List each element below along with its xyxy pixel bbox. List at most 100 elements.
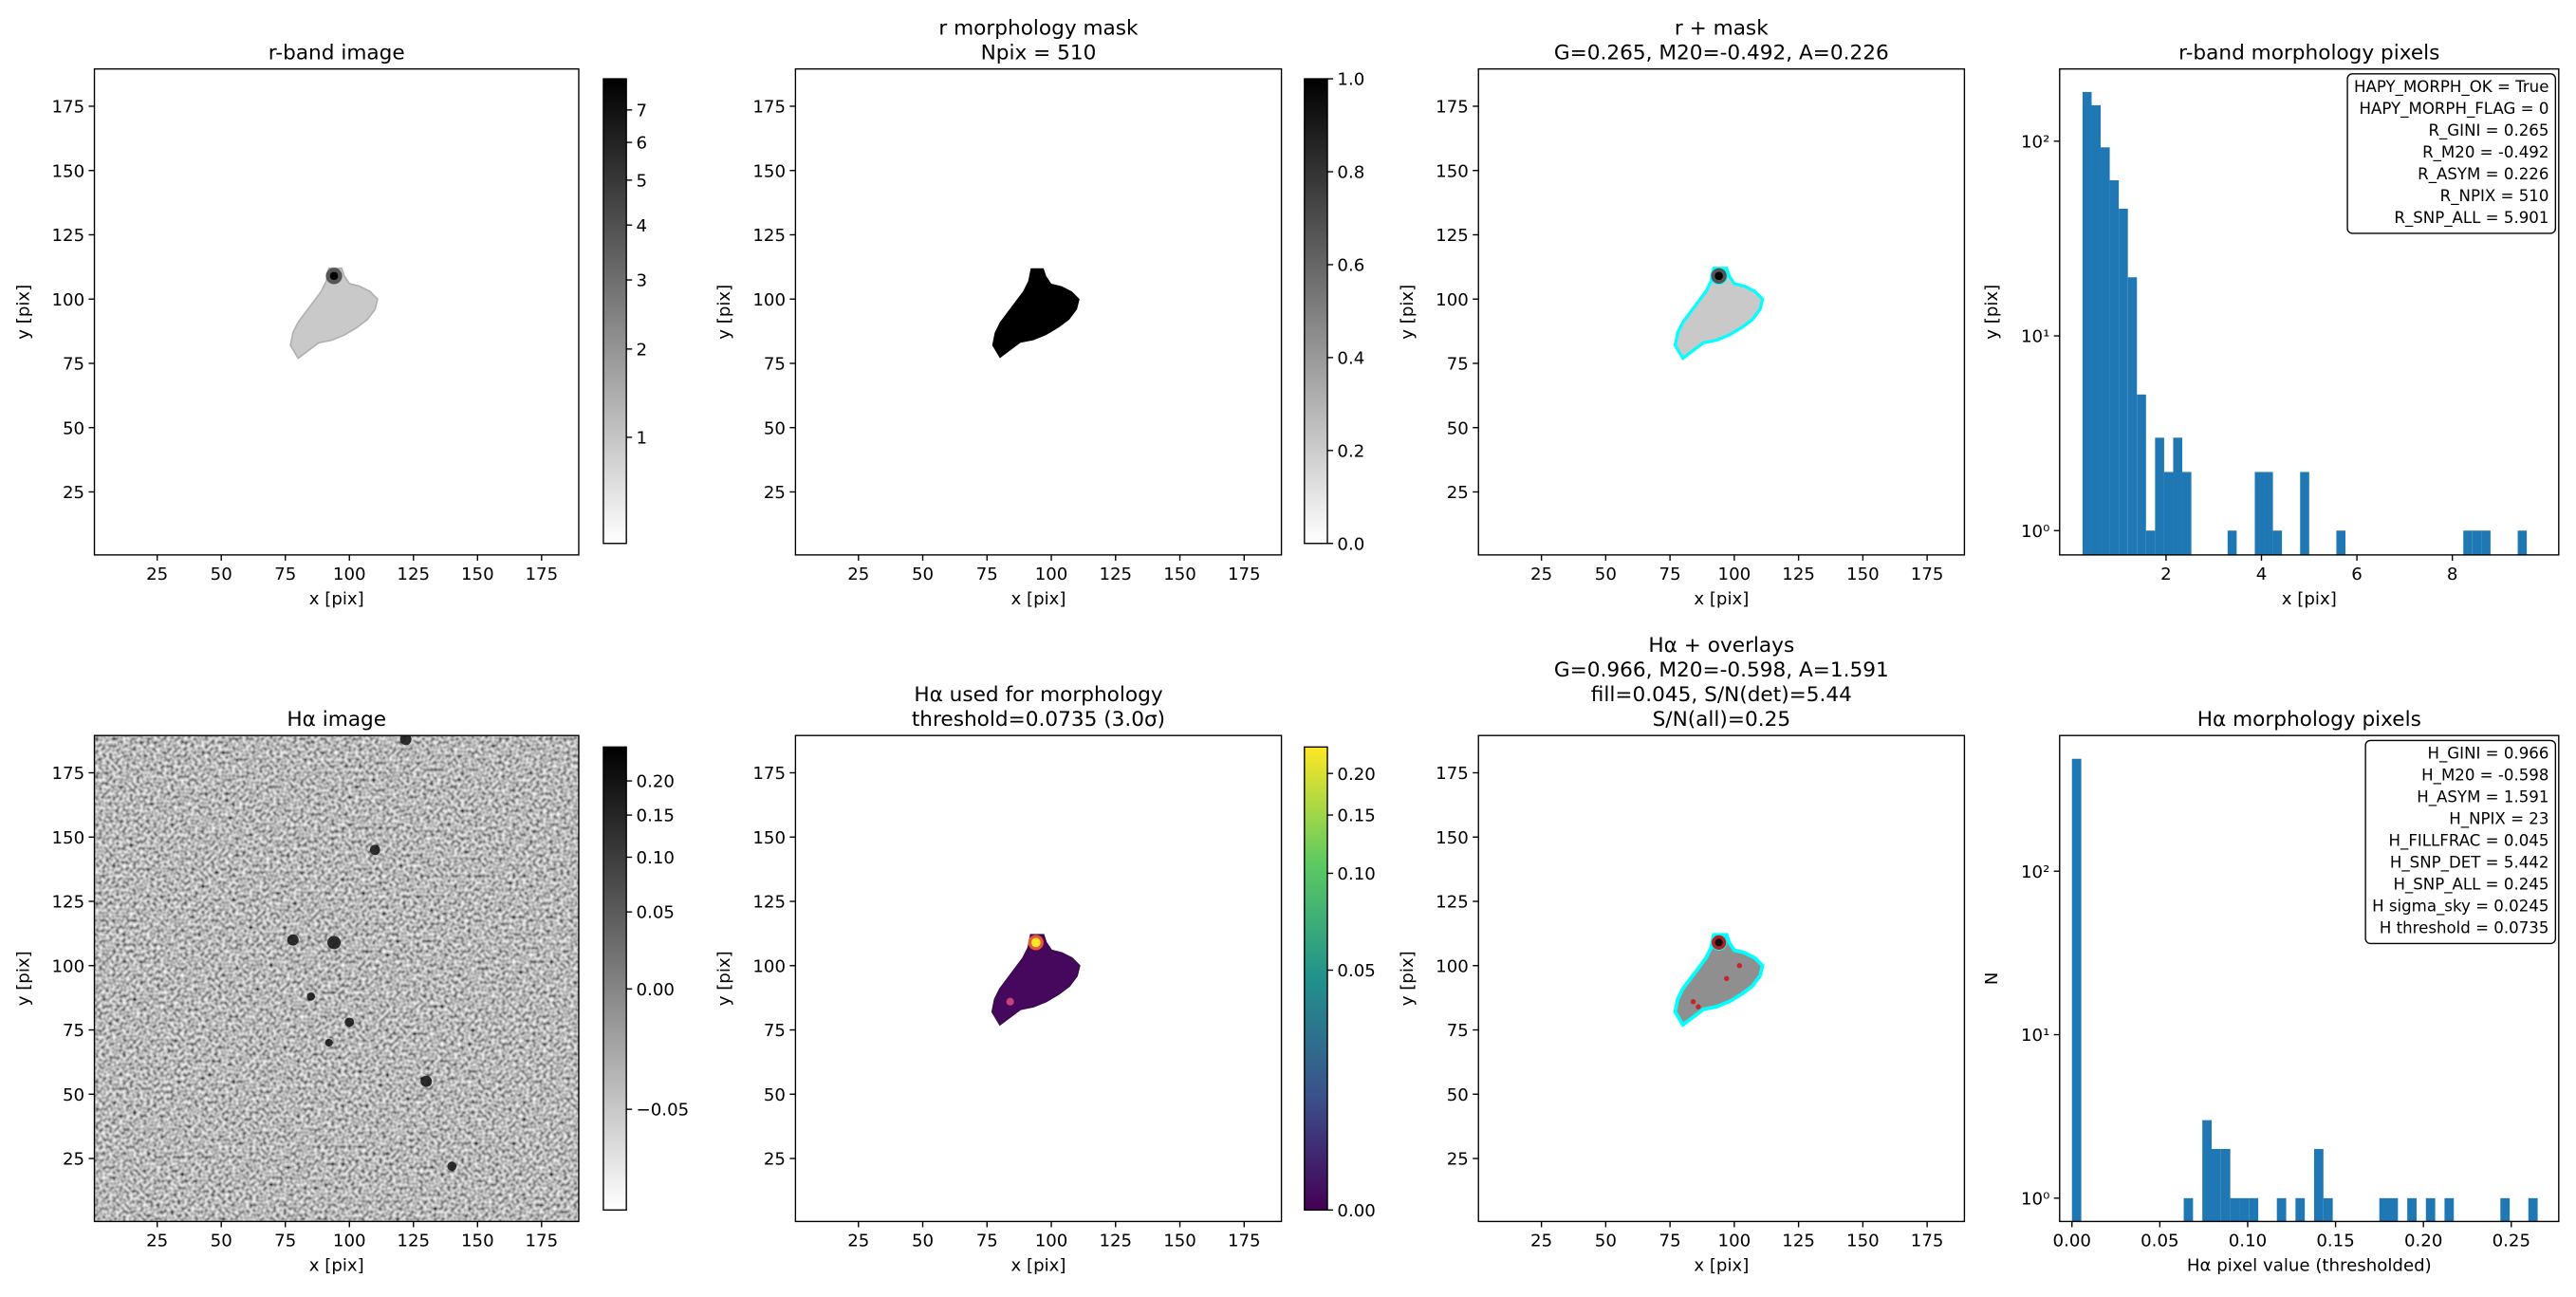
- image-area: [94, 735, 579, 1222]
- core: [1714, 938, 1723, 947]
- image-area: [1673, 933, 1765, 1027]
- colorbar-tick-label: 0.0: [1337, 534, 1364, 554]
- panel-title: S/N(all)=0.25: [1653, 708, 1791, 732]
- annotation-line: H threshold = 0.0735: [2380, 919, 2549, 937]
- y-axis-label: y [pix]: [1982, 285, 2002, 340]
- bar: [2254, 472, 2265, 555]
- y-tick-label: 50: [63, 418, 84, 438]
- hot-pixel: [1696, 1004, 1701, 1010]
- annotation-line: HAPY_MORPH_OK = True: [2354, 78, 2548, 97]
- x-tick-label: 175: [1911, 1231, 1944, 1251]
- axes-frame: [1477, 67, 1966, 556]
- bar: [2323, 1197, 2333, 1222]
- x-tick-label: 175: [1228, 565, 1261, 584]
- x-tick-label: 175: [525, 565, 558, 584]
- colorbar-tick-label: 0.00: [637, 980, 675, 1000]
- x-tick-label: 100: [333, 1231, 366, 1251]
- x-tick-label: 75: [976, 1231, 998, 1251]
- y-tick-label: 75: [1447, 355, 1469, 375]
- colorbar-tick-label: 1: [637, 428, 648, 448]
- y-tick-label: 75: [63, 355, 84, 375]
- panel-title: G=0.966, M20=-0.598, A=1.591: [1554, 658, 1889, 682]
- y-tick-label: 150: [51, 161, 84, 181]
- x-tick-label: 175: [1911, 565, 1944, 584]
- annotation-box: [2346, 73, 2557, 234]
- annotation-line: R_GINI = 0.265: [2428, 121, 2548, 140]
- y-tick-label: 75: [63, 1021, 84, 1041]
- y-tick-label: 175: [51, 764, 84, 784]
- y-tick-label: 25: [63, 483, 84, 503]
- annotation-line: R_M20 = -0.492: [2422, 143, 2548, 162]
- y-tick-label: 125: [1436, 893, 1469, 913]
- x-tick-label: 75: [976, 565, 998, 584]
- dark-source: [324, 1038, 333, 1047]
- colorbar: [1304, 78, 1328, 545]
- y-tick-label: 150: [51, 828, 84, 848]
- x-tick-label: 0.20: [2404, 1231, 2442, 1251]
- x-tick-label: 100: [1035, 565, 1068, 584]
- x-tick-label: 100: [1035, 1231, 1068, 1251]
- panel-title: Npix = 510: [981, 41, 1097, 65]
- x-tick-label: 25: [847, 1231, 869, 1251]
- bars: [2071, 758, 2538, 1222]
- x-tick-label: 125: [1099, 565, 1132, 584]
- x-tick-label: 50: [912, 1231, 934, 1251]
- annotation-line: H_ASYM = 1.591: [2417, 787, 2548, 806]
- annotation-line: H_FILLFRAC = 0.045: [2389, 831, 2549, 850]
- y-tick-label: 25: [764, 483, 786, 503]
- colorbar-tick-label: 0.6: [1337, 256, 1364, 276]
- bar: [2264, 472, 2273, 555]
- y-tick-label: 50: [764, 1085, 786, 1105]
- x-tick-label: 50: [211, 565, 232, 584]
- bar: [2220, 1148, 2231, 1222]
- colorbar-tick-label: 0.10: [1337, 864, 1375, 884]
- axes-frame: [794, 734, 1283, 1223]
- y-tick-label: 25: [1447, 1150, 1469, 1170]
- image-content: [991, 933, 1082, 1027]
- y-tick-label: 25: [764, 1150, 786, 1170]
- x-axis-label: x [pix]: [1694, 1255, 1749, 1275]
- y-tick-label: 125: [752, 893, 786, 913]
- colorbar-tick-label: 0.4: [1337, 348, 1364, 368]
- axes-frame: [794, 67, 1283, 556]
- panel-title: r + mask: [1675, 16, 1769, 40]
- bar: [2481, 530, 2491, 555]
- x-axis-label: Hα pixel value (thresholded): [2187, 1255, 2432, 1275]
- bar: [2202, 1120, 2212, 1222]
- bar: [2211, 1148, 2221, 1222]
- colorbar: [602, 746, 627, 1211]
- x-tick-label: 175: [525, 1231, 558, 1251]
- colorbar-tick-label: 1.0: [1337, 70, 1364, 90]
- panel-title: Hα + overlays: [1648, 634, 1794, 658]
- colorbar-tick-label: 0.20: [1337, 765, 1375, 785]
- annotation-line: R_NPIX = 510: [2440, 187, 2549, 206]
- x-tick-label: 50: [912, 565, 934, 584]
- y-tick-label: 150: [1436, 161, 1469, 181]
- y-tick-label: 125: [51, 893, 84, 913]
- y-tick-label: 125: [1436, 226, 1469, 246]
- x-tick-label: 150: [1163, 1231, 1196, 1251]
- y-axis-label: y [pix]: [1398, 951, 1418, 1006]
- annotation-box: [2364, 739, 2557, 945]
- y-tick-label: 25: [63, 1150, 84, 1170]
- colorbar-tick-label: 0.2: [1337, 441, 1364, 461]
- bar: [2472, 530, 2482, 555]
- y-tick-label: 125: [752, 226, 786, 246]
- y-tick-label: 75: [1447, 1021, 1469, 1041]
- bar: [2227, 530, 2237, 555]
- x-tick-label: 125: [397, 1231, 430, 1251]
- x-axis-label: x [pix]: [1010, 589, 1066, 609]
- y-tick-label: 125: [51, 226, 84, 246]
- bar: [2272, 530, 2283, 555]
- x-tick-label: 125: [1782, 565, 1815, 584]
- x-tick-label: 50: [1595, 565, 1617, 584]
- bar: [2155, 437, 2164, 555]
- bar: [2137, 394, 2146, 555]
- y-tick-label: 150: [752, 828, 786, 848]
- y-tick-label: 10²: [2021, 132, 2049, 152]
- x-axis-label: x [pix]: [1010, 1255, 1066, 1275]
- panel-title: threshold=0.0735 (3.0σ): [912, 708, 1165, 732]
- x-tick-label: 75: [1659, 1231, 1681, 1251]
- dark-source: [287, 934, 299, 946]
